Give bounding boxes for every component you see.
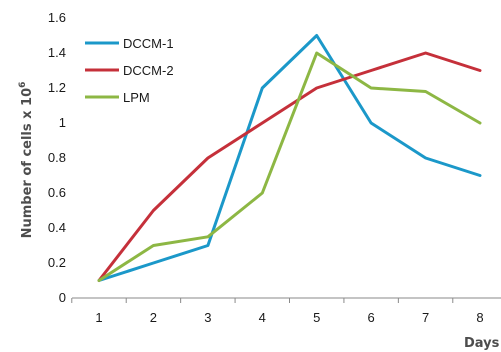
- x-tick-label: 1: [95, 310, 102, 325]
- y-tick-label: 1.4: [48, 45, 66, 60]
- series-lines: [97, 34, 482, 282]
- y-tick-label: 1: [59, 115, 66, 130]
- legend: DCCM-1 DCCM-2 LPM: [85, 36, 174, 105]
- y-tick-label: 0.8: [48, 150, 66, 165]
- y-tick-label: 1.2: [48, 80, 66, 95]
- x-tick-labels: 1 2 3 4 5 6 7 8: [95, 310, 483, 325]
- y-axis-title-text: Number of cells x 10: [20, 88, 35, 239]
- series-line-lpm: [97, 51, 482, 282]
- chart-axes: [71, 297, 501, 303]
- y-tick-label: 0.2: [48, 255, 66, 270]
- series-line-dccm-1: [97, 34, 482, 282]
- legend-label: DCCM-1: [123, 36, 174, 51]
- x-tick-label: 8: [476, 310, 483, 325]
- y-tick-label: 0: [59, 290, 66, 305]
- x-tick-label: 5: [313, 310, 320, 325]
- y-tick-label: 0.4: [48, 220, 66, 235]
- series-line-dccm-2: [97, 51, 482, 282]
- x-tick-label: 7: [422, 310, 429, 325]
- y-axis-title: Number of cells x 106: [18, 82, 35, 239]
- y-tick-label: 1.6: [48, 10, 66, 25]
- x-tick-label: 2: [150, 310, 157, 325]
- y-tick-label: 0.6: [48, 185, 66, 200]
- x-tick-label: 4: [259, 310, 266, 325]
- legend-label: DCCM-2: [123, 63, 174, 78]
- x-tick-label: 3: [204, 310, 211, 325]
- x-axis-title: Days: [464, 336, 500, 351]
- legend-label: LPM: [123, 90, 150, 105]
- x-tick-label: 6: [368, 310, 375, 325]
- x-tick-marks: [71, 298, 454, 303]
- y-tick-labels: 0 0.2 0.4 0.6 0.8 1 1.2 1.4 1.6: [48, 10, 66, 305]
- y-axis-title-superscript: 6: [18, 82, 28, 88]
